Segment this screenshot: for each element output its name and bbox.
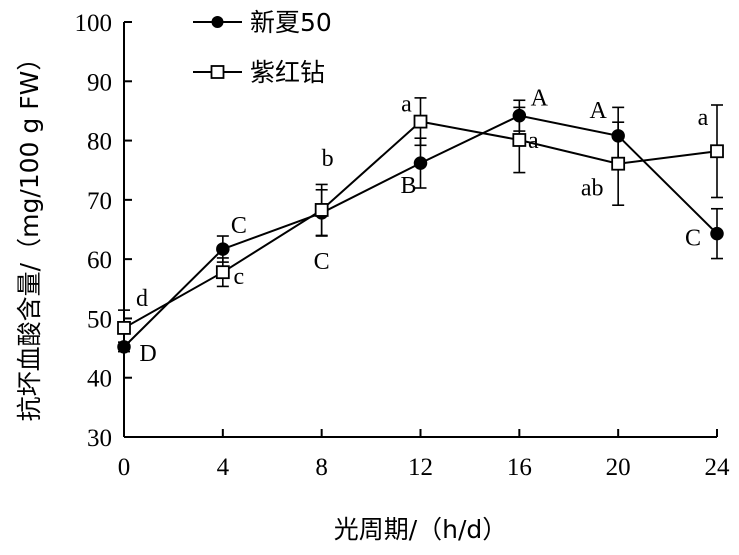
x-tick-label: 8 (315, 454, 328, 481)
y-tick-label: 50 (87, 306, 112, 333)
data-point (611, 156, 626, 171)
x-tick-label: 12 (408, 454, 433, 481)
y-tick-label: 90 (87, 69, 112, 96)
significance-label: a (401, 92, 412, 118)
data-point (512, 133, 527, 147)
significance-label: a (698, 105, 709, 131)
x-tick-label: 4 (217, 454, 230, 481)
significance-label: B (400, 173, 416, 199)
significance-label: D (139, 341, 156, 367)
series-2: d c b a a ab a (117, 92, 724, 347)
x-tick-label: 20 (606, 454, 631, 481)
x-axis-title: 光周期/（h/d） (334, 515, 508, 544)
significance-label: C (314, 249, 330, 275)
significance-label: b (322, 146, 334, 172)
x-tick-label: 24 (705, 454, 731, 481)
series-layer: D C C B A A Cd c b a a ab a (117, 86, 724, 367)
data-point (215, 265, 230, 280)
legend: 新夏50 紫红钻 (193, 8, 332, 87)
x-tick-label: 16 (507, 454, 532, 481)
y-tick-label: 70 (87, 188, 112, 215)
significance-label: a (528, 128, 539, 154)
x-tick-label: 0 (118, 454, 131, 481)
legend-label: 紫红钻 (250, 58, 325, 87)
axes: 30 40 50 60 70 80 90 100 0 4 8 12 16 20 24 (75, 10, 731, 481)
y-axis-title: 抗坏血酸含量/（mg/100 g FW） (15, 46, 44, 422)
y-tick-label: 30 (87, 425, 112, 452)
significance-label: C (231, 213, 247, 239)
data-point (117, 321, 131, 335)
significance-label: d (136, 286, 148, 312)
legend-marker (210, 65, 225, 79)
data-point (413, 156, 428, 170)
y-tick-label: 60 (87, 247, 112, 274)
data-point (314, 203, 329, 217)
legend-marker (211, 16, 224, 28)
significance-label: c (234, 264, 245, 290)
y-tick-label: 40 (87, 366, 112, 393)
significance-label: ab (581, 176, 604, 202)
data-point (710, 226, 724, 241)
legend-label: 新夏50 (250, 8, 332, 37)
data-point (413, 114, 428, 129)
y-tick-label: 80 (87, 129, 112, 156)
significance-label: A (531, 86, 549, 112)
significance-label: A (589, 98, 607, 124)
y-tick-label: 100 (75, 10, 113, 37)
data-point (216, 242, 230, 256)
significance-label: C (685, 226, 701, 252)
data-point (710, 144, 724, 159)
